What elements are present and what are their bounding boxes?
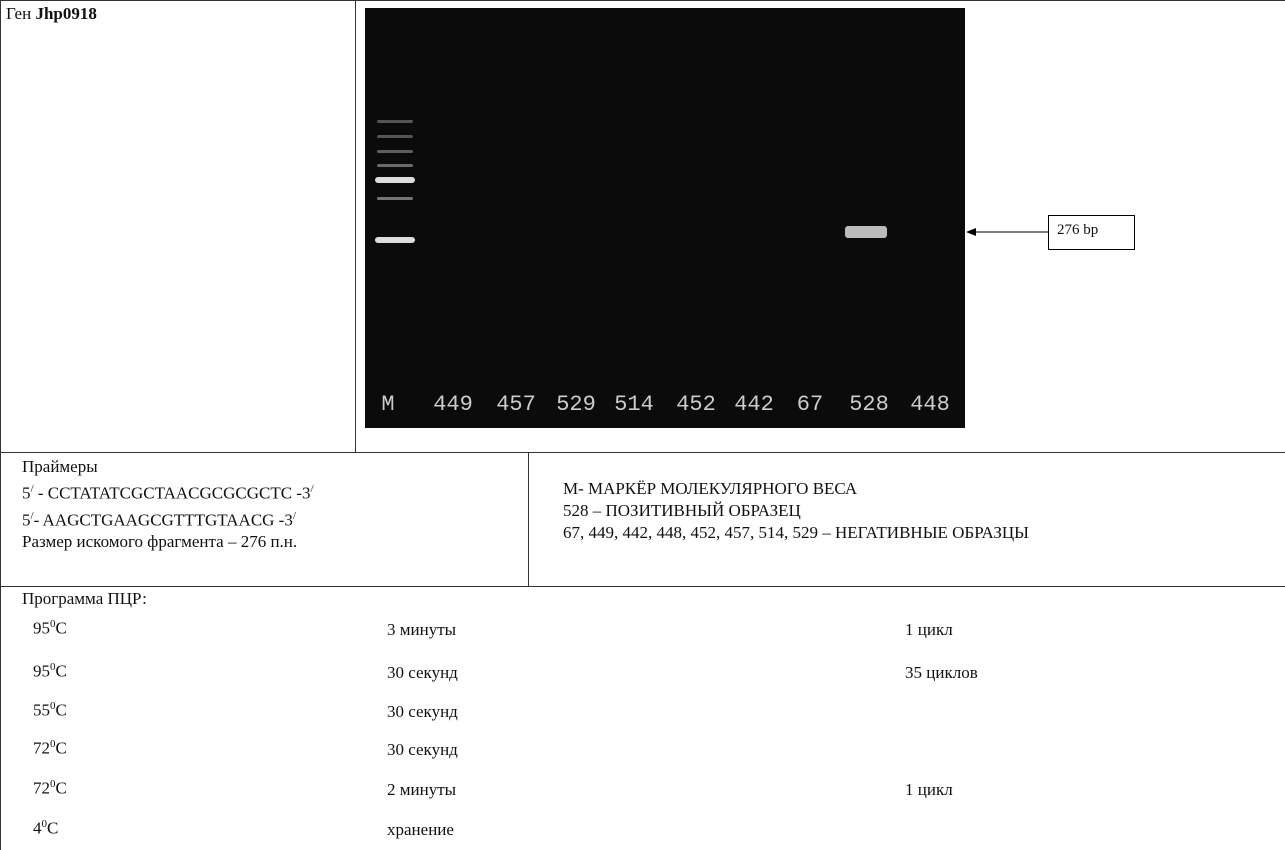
band (377, 135, 413, 138)
primer: 5/- AAGCTGAAGCGTTTGTAACG -3/ (22, 505, 314, 532)
border (528, 452, 529, 586)
gene-title: Ген Jhp0918 (6, 4, 97, 24)
legend-item: 67, 449, 442, 448, 452, 457, 514, 529 – … (563, 522, 1029, 544)
temp-value: 4 (33, 819, 42, 838)
unit: C (56, 662, 67, 681)
temp-value: 55 (33, 701, 50, 720)
band (377, 197, 413, 200)
duration: 30 секунд (387, 740, 458, 760)
lane-label: 528 (849, 392, 889, 417)
lane-label: 457 (496, 392, 536, 417)
unit: C (56, 701, 67, 720)
page: Ген Jhp0918 M44945752951445244267528448 … (0, 0, 1285, 850)
temperature: 950C (33, 661, 67, 682)
border (0, 586, 1285, 587)
prefix: Ген (6, 4, 31, 23)
border (0, 452, 1285, 453)
cycles: 1 цикл (905, 780, 953, 800)
lane-label: 448 (910, 392, 950, 417)
lane-label: 452 (676, 392, 716, 417)
prime: / (310, 483, 313, 495)
temp-value: 72 (33, 779, 50, 798)
temp-value: 72 (33, 739, 50, 758)
temperature: 950C (33, 618, 67, 639)
border (0, 0, 1285, 1)
unit: C (56, 779, 67, 798)
band (375, 237, 415, 243)
primer: 5/ - CCTATATCGCTAACGCGCGCTC -3/ (22, 478, 314, 505)
primer-start: 5 (22, 484, 31, 503)
legend-item: М- МАРКЁР МОЛЕКУЛЯРНОГО ВЕСА (563, 478, 1029, 500)
band (377, 150, 413, 153)
lane-label: 442 (734, 392, 774, 417)
legend-item: 528 – ПОЗИТИВНЫЙ ОБРАЗЕЦ (563, 500, 1029, 522)
duration: 2 минуты (387, 780, 456, 800)
fragment-size: Размер искомого фрагмента – 276 п.н. (22, 531, 314, 553)
cycles: 35 циклов (905, 663, 978, 683)
prime: / (293, 510, 296, 522)
primer-sequence: - CCTATATCGCTAACGCGCGCTC -3 (34, 484, 311, 503)
primers-title: Праймеры (22, 456, 314, 478)
gel-image: M 449 457 529 514 452 442 67 528 448 (365, 8, 965, 428)
lane-label: 514 (614, 392, 654, 417)
primer-sequence: - AAGCTGAAGCGTTTGTAACG -3 (34, 510, 293, 529)
temperature: 720C (33, 778, 67, 799)
border (0, 0, 1, 850)
temp-value: 95 (33, 619, 50, 638)
band (845, 226, 887, 238)
border (355, 0, 356, 452)
band (377, 120, 413, 123)
lane-label: 67 (797, 392, 823, 417)
arrow (960, 210, 1150, 255)
duration: 30 секунд (387, 702, 458, 722)
band (375, 177, 415, 183)
cycles: 1 цикл (905, 620, 953, 640)
unit: C (56, 739, 67, 758)
temp-value: 95 (33, 662, 50, 681)
annotation: 276 bp (1057, 222, 1098, 239)
temperature: 720C (33, 738, 67, 759)
unit: C (56, 619, 67, 638)
band (377, 164, 413, 167)
temperature: 550C (33, 700, 67, 721)
program-title: Программа ПЦР: (22, 589, 147, 609)
duration: 3 минуты (387, 620, 456, 640)
duration: хранение (387, 820, 454, 840)
duration: 30 секунд (387, 663, 458, 683)
lane-label: 529 (556, 392, 596, 417)
primer-start: 5 (22, 510, 31, 529)
temperature: 40C (33, 818, 58, 839)
gene: Jhp0918 (35, 4, 96, 23)
lane-label: 449 (433, 392, 473, 417)
unit: C (47, 819, 58, 838)
lane-label: M (381, 392, 394, 417)
